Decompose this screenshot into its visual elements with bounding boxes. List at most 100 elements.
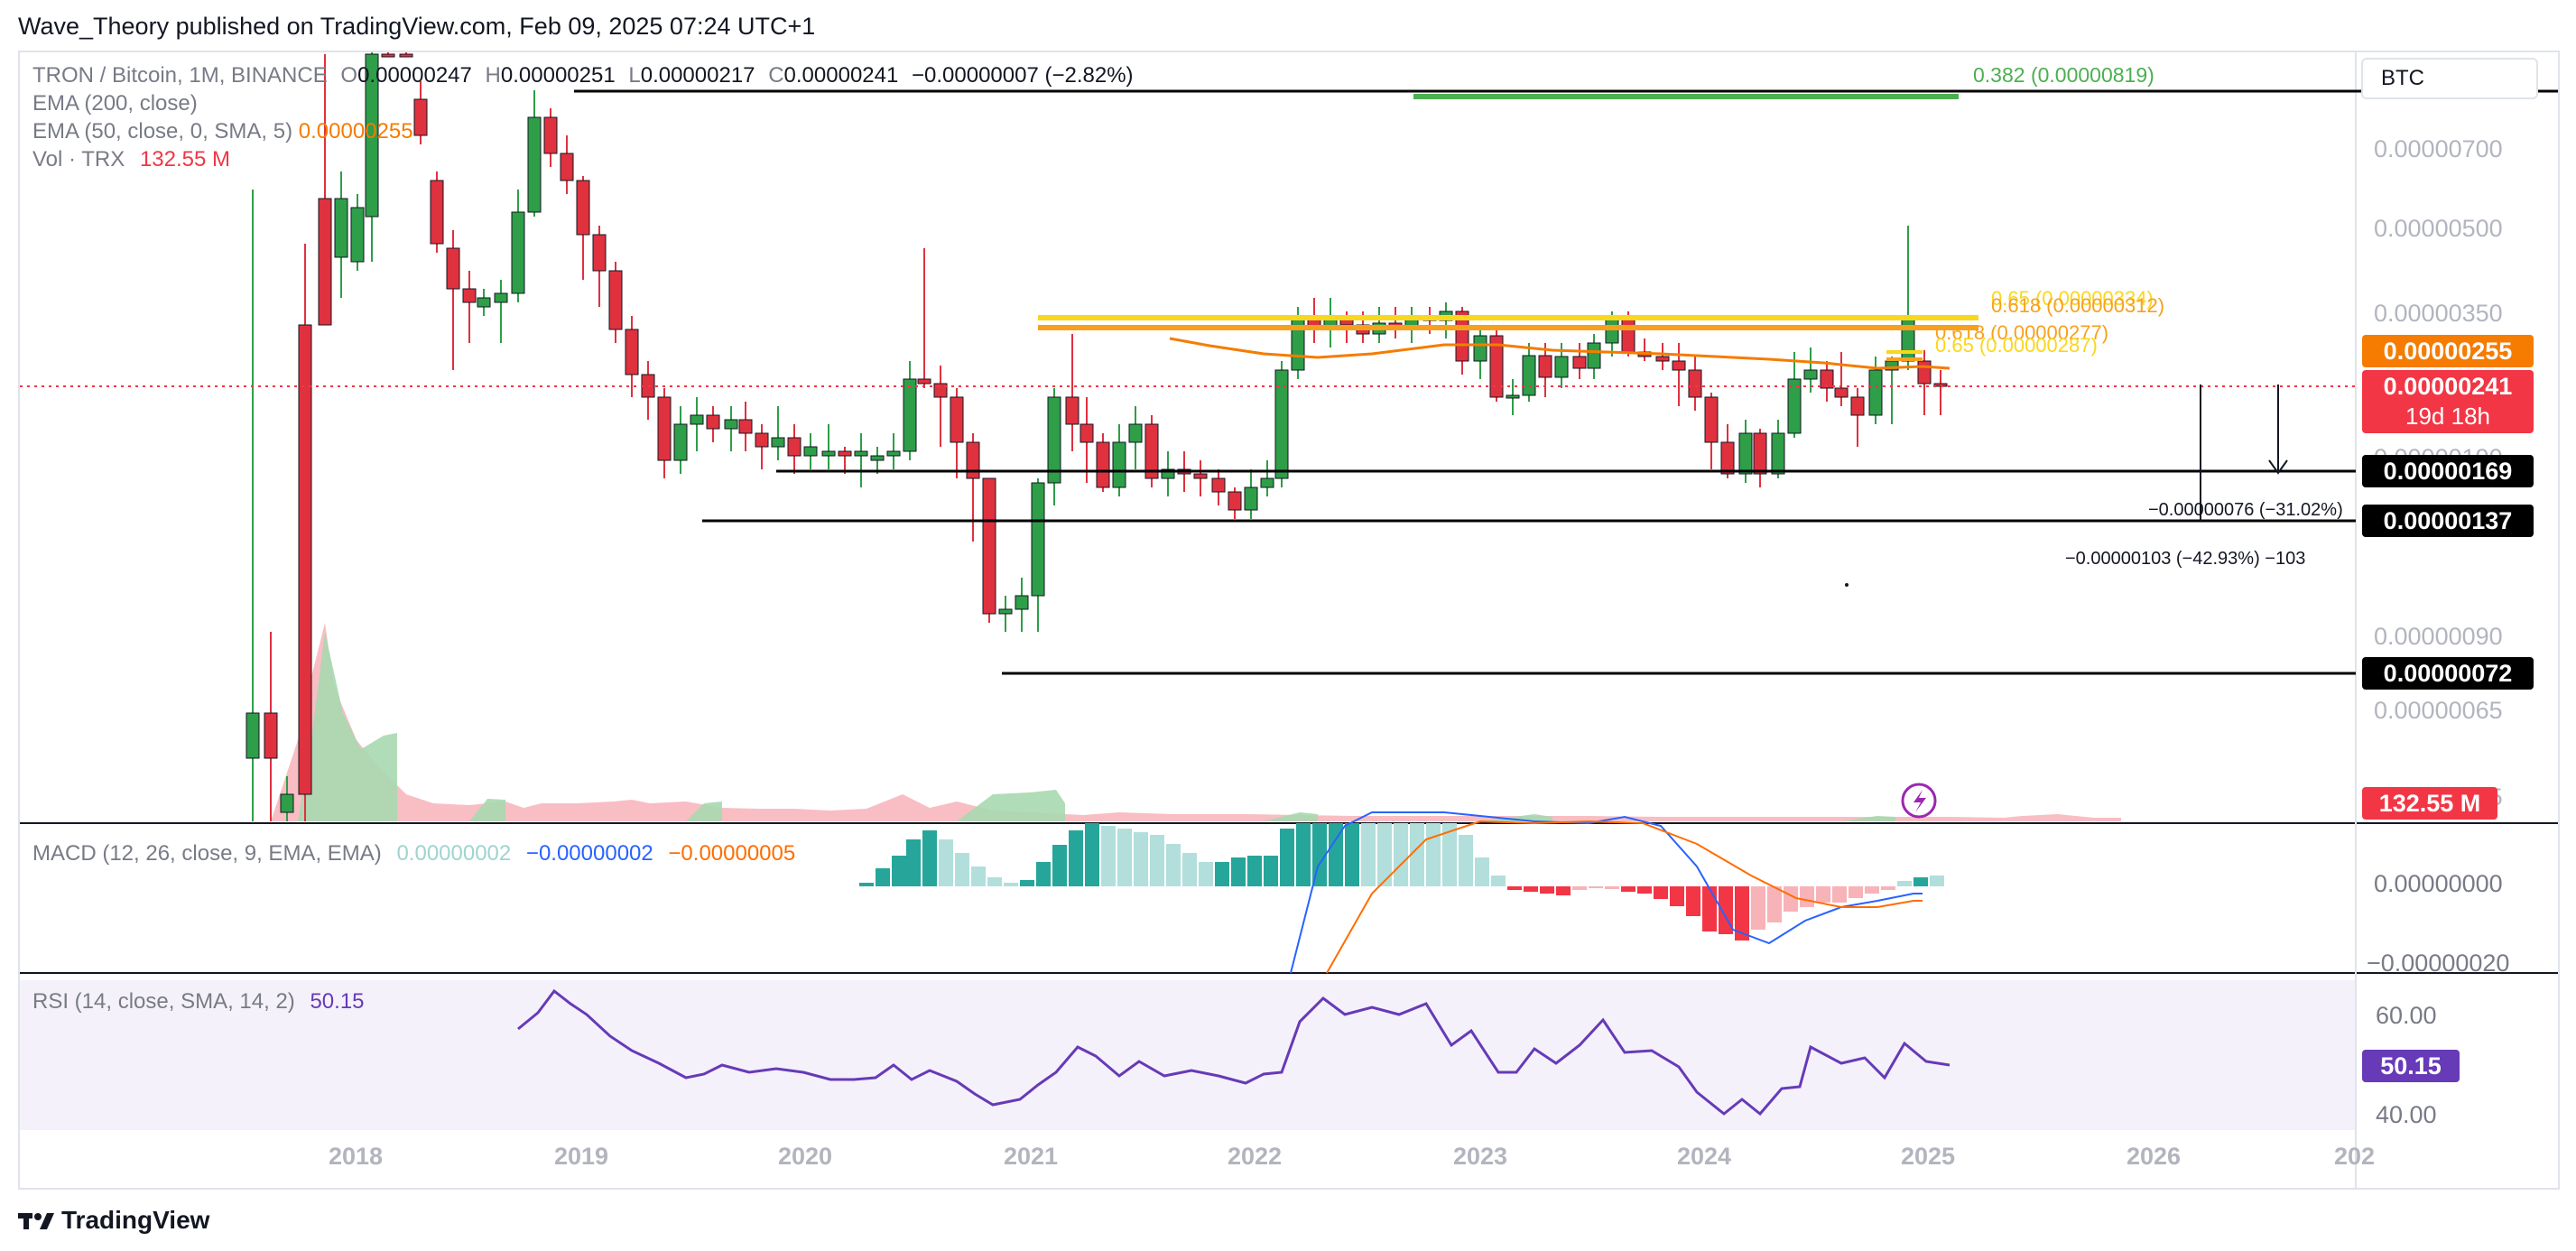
- fib-0618-top-label: 0.618 (0.00000312): [1991, 294, 2165, 317]
- time-axis-label: 2019: [554, 1143, 609, 1170]
- time-axis-label: 2025: [1901, 1143, 1956, 1170]
- macd-histogram-bar: [939, 839, 953, 886]
- macd-histogram-bar: [1524, 886, 1538, 892]
- macd-histogram-bar: [1442, 823, 1457, 886]
- candle-body: [1291, 315, 1305, 371]
- rsi-line: [517, 988, 1951, 1117]
- currency-selector[interactable]: BTC: [2361, 58, 2538, 99]
- candle-body: [1274, 369, 1289, 479]
- footer-brand-label: TradingView: [61, 1206, 210, 1234]
- candle-body: [657, 396, 672, 461]
- candle-body: [998, 608, 1013, 615]
- candle-body: [950, 396, 964, 443]
- time-axis-label: 2021: [1004, 1143, 1059, 1170]
- price-scale-label: 0.00000350: [2374, 300, 2503, 327]
- macd-histogram-bar: [1475, 857, 1489, 886]
- macd-signal-line: [1326, 820, 1923, 974]
- candle-body: [318, 198, 332, 326]
- legend-ema200-row[interactable]: EMA (200, close): [32, 89, 1134, 117]
- legend-high-label: H: [485, 63, 501, 88]
- macd-histogram-bar: [1784, 886, 1798, 912]
- level-137-tag: 0.00000137: [2362, 505, 2534, 537]
- macd-histogram-bar: [1377, 823, 1392, 886]
- time-axis-label: 2020: [778, 1143, 833, 1170]
- macd-signal-value: −0.00000005: [668, 841, 796, 866]
- measure-arrow-1-head: [2268, 459, 2288, 475]
- candle-body: [1868, 369, 1883, 416]
- macd-histogram-bar: [1020, 880, 1034, 886]
- macd-histogram-bar: [1913, 877, 1928, 886]
- measure-2-label: −0.00000103 (−42.93%) −103: [2065, 549, 2306, 569]
- last-price-value: 0.00000241: [2383, 373, 2513, 400]
- rsi-legend[interactable]: RSI (14, close, SMA, 14, 2) 50.15: [32, 987, 365, 1015]
- chart-frame[interactable]: [18, 51, 2560, 1190]
- macd-histogram-bar: [1702, 886, 1717, 931]
- macd-histogram-bar: [1686, 886, 1700, 916]
- candle-body: [870, 455, 885, 461]
- candle-body: [365, 53, 379, 218]
- rsi-axis-60: 60.00: [2376, 1002, 2437, 1029]
- volume-area-down: [271, 623, 2121, 821]
- macd-histogram-bar: [906, 839, 921, 886]
- macd-axis-1: −0.00000020: [2367, 950, 2510, 977]
- macd-histogram: [859, 823, 1944, 941]
- candle-body: [511, 211, 525, 294]
- candle-body: [413, 98, 428, 136]
- candle-body: [1244, 486, 1258, 511]
- legend-close-label: C: [768, 63, 784, 88]
- candle-body: [1080, 423, 1094, 443]
- candle-body: [1228, 491, 1242, 511]
- macd-legend[interactable]: MACD (12, 26, close, 9, EMA, EMA) 0.0000…: [32, 839, 795, 867]
- macd-histogram-bar: [1329, 823, 1343, 886]
- legend-ema50-row[interactable]: EMA (50, close, 0, SMA, 5) 0.00000255: [32, 117, 1134, 145]
- candle-body: [1047, 396, 1061, 484]
- macd-histogram-bar: [1865, 886, 1879, 894]
- macd-histogram-bar: [892, 856, 906, 886]
- candle-body: [1572, 356, 1587, 369]
- macd-histogram-bar: [1085, 823, 1099, 886]
- candle-body: [1161, 468, 1175, 479]
- macd-axis-0: 0.00000000: [2374, 870, 2503, 897]
- macd-histogram-bar: [1296, 823, 1311, 886]
- macd-histogram-bar: [1735, 886, 1749, 941]
- candle-body: [1260, 477, 1274, 488]
- macd-label: MACD (12, 26, close, 9, EMA, EMA): [32, 841, 382, 866]
- macd-histogram-bar: [1199, 862, 1213, 886]
- candle-body: [608, 270, 623, 330]
- rsi-axis-40: 40.00: [2376, 1101, 2437, 1128]
- footer-brand[interactable]: TradingView: [18, 1206, 209, 1235]
- candle-body: [1787, 378, 1802, 434]
- legend-change: −0.00000007 (−2.82%): [912, 63, 1134, 88]
- legend-low: 0.00000217: [640, 63, 755, 88]
- macd-histogram-bar: [1816, 886, 1830, 903]
- last-price-tag: 0.00000241 19d 18h: [2362, 370, 2534, 433]
- candle-body: [264, 712, 278, 759]
- macd-histogram-bar: [1004, 883, 1018, 886]
- main-legend: TRON / Bitcoin, 1M, BINANCE O0.00000247 …: [32, 61, 1134, 173]
- measure-1-label: −0.00000076 (−31.02%): [2148, 500, 2343, 520]
- macd-histogram-bar: [1751, 886, 1765, 930]
- candle-body: [1672, 360, 1686, 371]
- macd-histogram-bar: [1589, 886, 1603, 888]
- candle-body: [1771, 432, 1785, 475]
- macd-histogram-bar: [1069, 830, 1083, 886]
- legend-ema50: EMA (50, close, 0, SMA, 5): [32, 119, 293, 144]
- candle-body: [706, 414, 720, 430]
- volume-tag: 132.55 M: [2362, 787, 2497, 820]
- legend-symbol: TRON / Bitcoin, 1M, BINANCE: [32, 63, 328, 88]
- legend-vol-row[interactable]: Vol · TRX 132.55 M: [32, 145, 1134, 173]
- candle-body: [477, 297, 491, 308]
- price-scale-label: 0.00000065: [2374, 697, 2503, 724]
- macd-histogram-bar: [1800, 886, 1814, 907]
- macd-histogram-bar: [1881, 886, 1895, 890]
- candle-body: [527, 116, 542, 213]
- candle-body: [543, 116, 558, 154]
- macd-histogram-bar: [859, 883, 874, 886]
- candle-body: [1211, 477, 1226, 493]
- legend-vol: Vol · TRX: [32, 147, 125, 171]
- macd-histogram-bar: [1052, 845, 1067, 886]
- candle-body: [1803, 369, 1818, 380]
- macd-histogram-bar: [1166, 844, 1181, 886]
- price-scale-label: 0.00000500: [2374, 215, 2503, 242]
